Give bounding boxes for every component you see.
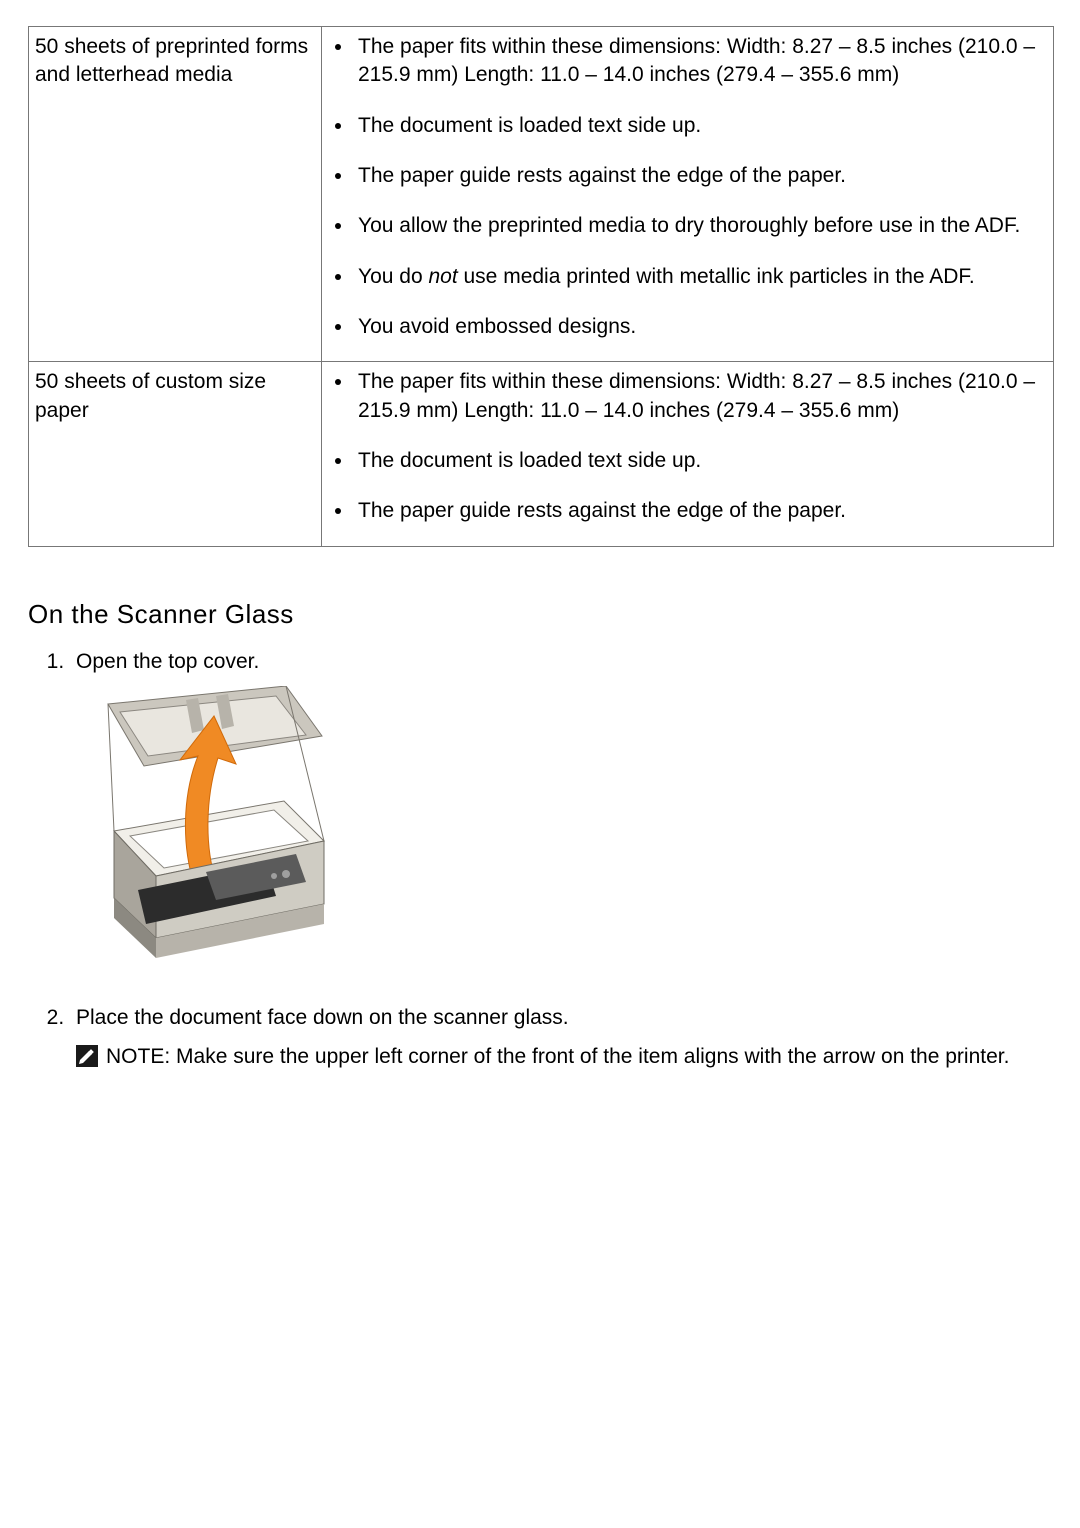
list-item: You avoid embossed designs. [354,313,1045,341]
printer-open-lid-illustration [86,686,1054,984]
media-cell: 50 sheets of preprinted forms and letter… [29,27,322,362]
table-row: 50 sheets of preprinted forms and letter… [29,27,1054,362]
list-item: The document is loaded text side up. [354,112,1045,140]
note: NOTE: Make sure the upper left corner of… [76,1043,1054,1071]
step-text: Place the document face down on the scan… [76,1006,569,1029]
note-pencil-icon [76,1045,98,1067]
page: 50 sheets of preprinted forms and letter… [0,0,1080,1528]
list-item: The document is loaded text side up. [354,447,1045,475]
media-spec-table: 50 sheets of preprinted forms and letter… [28,26,1054,547]
list-item: You allow the preprinted media to dry th… [354,212,1045,240]
table-row: 50 sheets of custom size paper The paper… [29,362,1054,546]
media-cell: 50 sheets of custom size paper [29,362,322,546]
steps-list: Open the top cover. [28,648,1054,1071]
printer-icon [86,686,346,976]
list-item: The paper fits within these dimensions: … [354,368,1045,425]
list-item: You do not use media printed with metall… [354,263,1045,291]
requirements-list: The paper fits within these dimensions: … [328,33,1045,341]
requirements-cell: The paper fits within these dimensions: … [322,362,1054,546]
step-item: Place the document face down on the scan… [70,1004,1054,1071]
list-item: The paper guide rests against the edge o… [354,497,1045,525]
step-text: Open the top cover. [76,650,259,673]
section-heading: On the Scanner Glass [28,599,1054,630]
list-item: The paper fits within these dimensions: … [354,33,1045,90]
requirements-list: The paper fits within these dimensions: … [328,368,1045,525]
step-item: Open the top cover. [70,648,1054,985]
requirements-cell: The paper fits within these dimensions: … [322,27,1054,362]
note-text: NOTE: Make sure the upper left corner of… [106,1043,1009,1071]
list-item: The paper guide rests against the edge o… [354,162,1045,190]
